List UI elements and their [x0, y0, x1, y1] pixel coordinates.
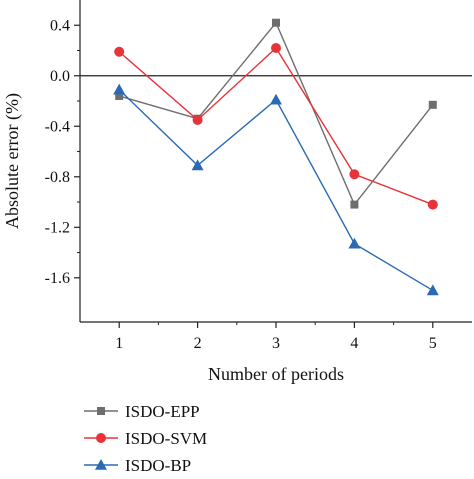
series-line-isdo-bp	[118, 89, 434, 292]
y-tick-label: -0.4	[45, 118, 70, 135]
y-tick-label: 0.4	[50, 17, 70, 34]
data-point-isdo-epp	[115, 91, 124, 100]
data-point-isdo-epp	[350, 200, 359, 209]
data-point-isdo-bp	[113, 83, 126, 95]
legend-marker-isdo-epp	[97, 407, 105, 415]
x-tick-label: 1	[115, 335, 123, 352]
legend: ISDO-EPP ISDO-SVM ISDO-BP	[84, 402, 207, 475]
series-line-isdo-svm	[118, 46, 434, 206]
data-point-isdo-svm	[114, 46, 125, 57]
legend-marker-isdo-svm	[96, 433, 106, 443]
x-tick-label: 5	[429, 335, 437, 352]
legend-marker-isdo-bp	[95, 459, 107, 470]
x-tick-label: 3	[272, 335, 280, 352]
data-point-isdo-epp	[272, 18, 280, 27]
legend-label-isdo-svm: ISDO-SVM	[125, 429, 207, 448]
plot-area: 0.4 0.0 -0.4 -0.8 -1.2 -1.6 1 2 3 4 5	[45, 0, 472, 352]
data-point-isdo-bp	[426, 284, 439, 296]
data-point-isdo-bp	[270, 93, 282, 105]
legend-label-isdo-epp: ISDO-EPP	[125, 402, 200, 421]
data-point-isdo-epp	[428, 100, 437, 109]
data-point-isdo-svm	[192, 114, 203, 125]
y-axis-label: Absolute error (%)	[2, 93, 23, 229]
x-axis-label: Number of periods	[208, 364, 344, 384]
x-tick-label: 4	[350, 335, 358, 352]
data-point-isdo-svm	[271, 42, 281, 53]
data-point-isdo-svm	[349, 169, 360, 180]
y-tick-label: -0.8	[45, 169, 70, 186]
y-tick-label: 0.0	[50, 68, 70, 85]
data-point-isdo-bp	[191, 159, 204, 171]
legend-label-isdo-bp: ISDO-BP	[125, 456, 191, 475]
data-point-isdo-svm	[427, 199, 438, 210]
data-point-isdo-bp	[348, 237, 361, 249]
y-tick-label: -1.6	[45, 270, 70, 287]
x-tick-label: 2	[194, 335, 202, 352]
y-tick-label: -1.2	[45, 219, 70, 236]
